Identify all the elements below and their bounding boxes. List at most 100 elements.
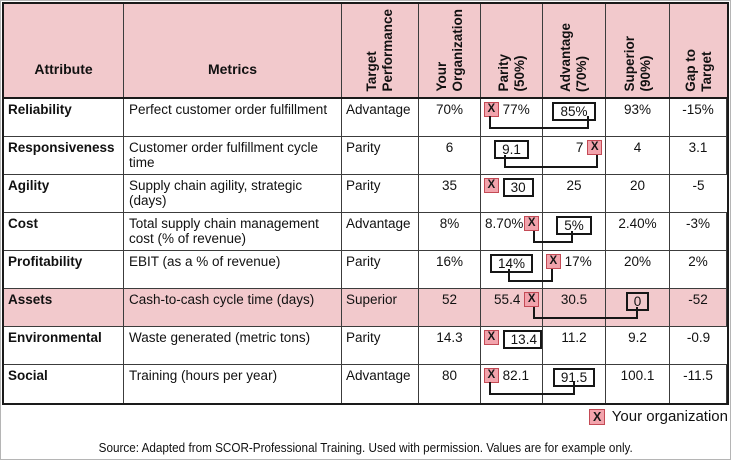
legend: X Your organization [1, 408, 728, 425]
target-box: 13.4 [502, 330, 542, 349]
superior-cell: 2.40% [606, 213, 670, 250]
table-row-social: Social Training (hours per year) Advanta… [4, 365, 727, 403]
metrics-cell: Supply chain agility, strategic (days) [124, 175, 342, 212]
attribute-cell: Profitability [4, 251, 124, 288]
attribute-cell: Environmental [4, 327, 124, 364]
your-organization-cell: 8% [419, 213, 481, 250]
your-org-marker: X [524, 292, 539, 307]
parity-cell: 55.4 X [481, 289, 543, 326]
your-org-marker: X [484, 102, 499, 117]
table-header-row: Attribute Metrics Target Performance You… [4, 4, 727, 99]
superior-cell: 100.1 [606, 365, 670, 403]
superior-cell: 93% [606, 99, 670, 136]
your-org-marker: X [484, 368, 499, 383]
advantage-cell: X 17% [543, 251, 606, 288]
benchmark-connector-line [533, 307, 638, 319]
gap-cell: -11.5 [670, 365, 727, 403]
parity-value: 77% [502, 102, 530, 117]
benchmark-connector-line [504, 155, 598, 168]
target-box: 85% [552, 102, 596, 121]
table-row-agility: Agility Supply chain agility, strategic … [4, 175, 727, 213]
table-row-profitability: Profitability EBIT (as a % of revenue) P… [4, 251, 727, 289]
your-organization-cell: 16% [419, 251, 481, 288]
target-box: 30 [502, 178, 534, 197]
attribute-cell: Social [4, 365, 124, 403]
target-performance-cell: Parity [342, 327, 419, 364]
your-org-marker: X [524, 216, 539, 231]
parity-cell: X 77% [481, 99, 543, 136]
parity-value: 55.4 [494, 292, 521, 307]
target-performance-cell: Superior [342, 289, 419, 326]
benchmark-connector-line [489, 382, 575, 395]
target-performance-cell: Parity [342, 137, 419, 174]
parity-cell: 9.1 [481, 137, 543, 174]
column-header-your-organization: Your Organization [419, 4, 481, 97]
attribute-cell: Assets [4, 289, 124, 326]
gap-cell: -0.9 [686, 330, 711, 345]
scor-benchmark-table: Attribute Metrics Target Performance You… [2, 2, 729, 405]
parity-cell: 14% [481, 251, 543, 288]
target-box: 9.1 [494, 140, 529, 159]
rotated-header-label: Advantage (70%) [558, 22, 589, 92]
target-performance-cell: Parity [342, 175, 419, 212]
attribute-cell: Cost [4, 213, 124, 250]
superior-cell: 9.2 [606, 327, 670, 364]
column-header-parity: Parity (50%) [481, 4, 543, 97]
parity-cell: X 82.1 [481, 365, 543, 403]
your-org-marker: X [484, 178, 499, 193]
rotated-header-label: Superior (90%) [621, 36, 653, 92]
column-header-attribute: Attribute [4, 4, 124, 97]
table-row-cost: Cost Total supply chain management cost … [4, 213, 727, 251]
advantage-cell: 85% [543, 99, 606, 136]
table-row-assets: Assets Cash-to-cash cycle time (days) Su… [4, 289, 727, 327]
superior-cell: 4 [606, 137, 670, 174]
metrics-cell: EBIT (as a % of revenue) [124, 251, 342, 288]
rotated-header-label: Target Performance [364, 9, 395, 92]
target-performance-cell: Advantage [342, 99, 419, 136]
target-performance-cell: Advantage [342, 365, 419, 403]
column-header-gap-to-target: Gap to Target [670, 4, 727, 97]
your-organization-cell: 70% [419, 99, 481, 136]
your-organization-cell: 35 [419, 175, 481, 212]
advantage-cell: 11.2 [543, 327, 606, 364]
column-header-advantage: Advantage (70%) [543, 4, 606, 97]
column-header-superior: Superior (90%) [606, 4, 670, 97]
your-org-marker: X [587, 140, 602, 155]
table-row-reliability: Reliability Perfect customer order fulfi… [4, 99, 727, 137]
metrics-cell: Perfect customer order fulfillment [124, 99, 342, 136]
rotated-header-label: Parity (50%) [495, 54, 527, 92]
advantage-value: 7 [575, 140, 584, 155]
benchmark-connector-line [489, 116, 589, 129]
rotated-header-label: Your Organization [433, 9, 465, 92]
advantage-value: 17% [564, 254, 592, 269]
your-org-marker: X [484, 330, 499, 345]
rotated-header-label: Gap to Target [682, 49, 714, 92]
benchmark-connector-line [508, 269, 553, 282]
target-box: 14% [489, 254, 534, 273]
target-performance-cell: Parity [342, 251, 419, 288]
source-note: Source: Adapted from SCOR-Professional T… [1, 440, 730, 455]
your-organization-cell: 52 [419, 289, 481, 326]
your-organization-cell: 6 [419, 137, 481, 174]
target-box: 5% [556, 216, 592, 235]
superior-cell: 0 [606, 289, 670, 326]
column-header-metrics: Metrics [124, 4, 342, 97]
metrics-cell: Waste generated (metric tons) [124, 327, 342, 364]
your-organization-cell: 14.3 [419, 327, 481, 364]
legend-label: Your organization [611, 408, 728, 425]
parity-cell: 8.70% X [481, 213, 543, 250]
parity-cell: X 30 [481, 175, 543, 212]
advantage-cell: 25 [543, 175, 606, 212]
advantage-cell: 5% [543, 213, 606, 250]
advantage-cell: 30.5 [543, 289, 606, 326]
legend-your-org-marker: X [589, 408, 605, 425]
your-organization-cell: 80 [419, 365, 481, 403]
metrics-cell: Total supply chain management cost (% of… [124, 213, 342, 250]
your-org-marker: X [546, 254, 561, 269]
attribute-cell: Agility [4, 175, 124, 212]
parity-value: 8.70% [485, 216, 524, 231]
parity-value: 82.1 [502, 368, 529, 383]
gap-cell: -52 [670, 289, 727, 326]
